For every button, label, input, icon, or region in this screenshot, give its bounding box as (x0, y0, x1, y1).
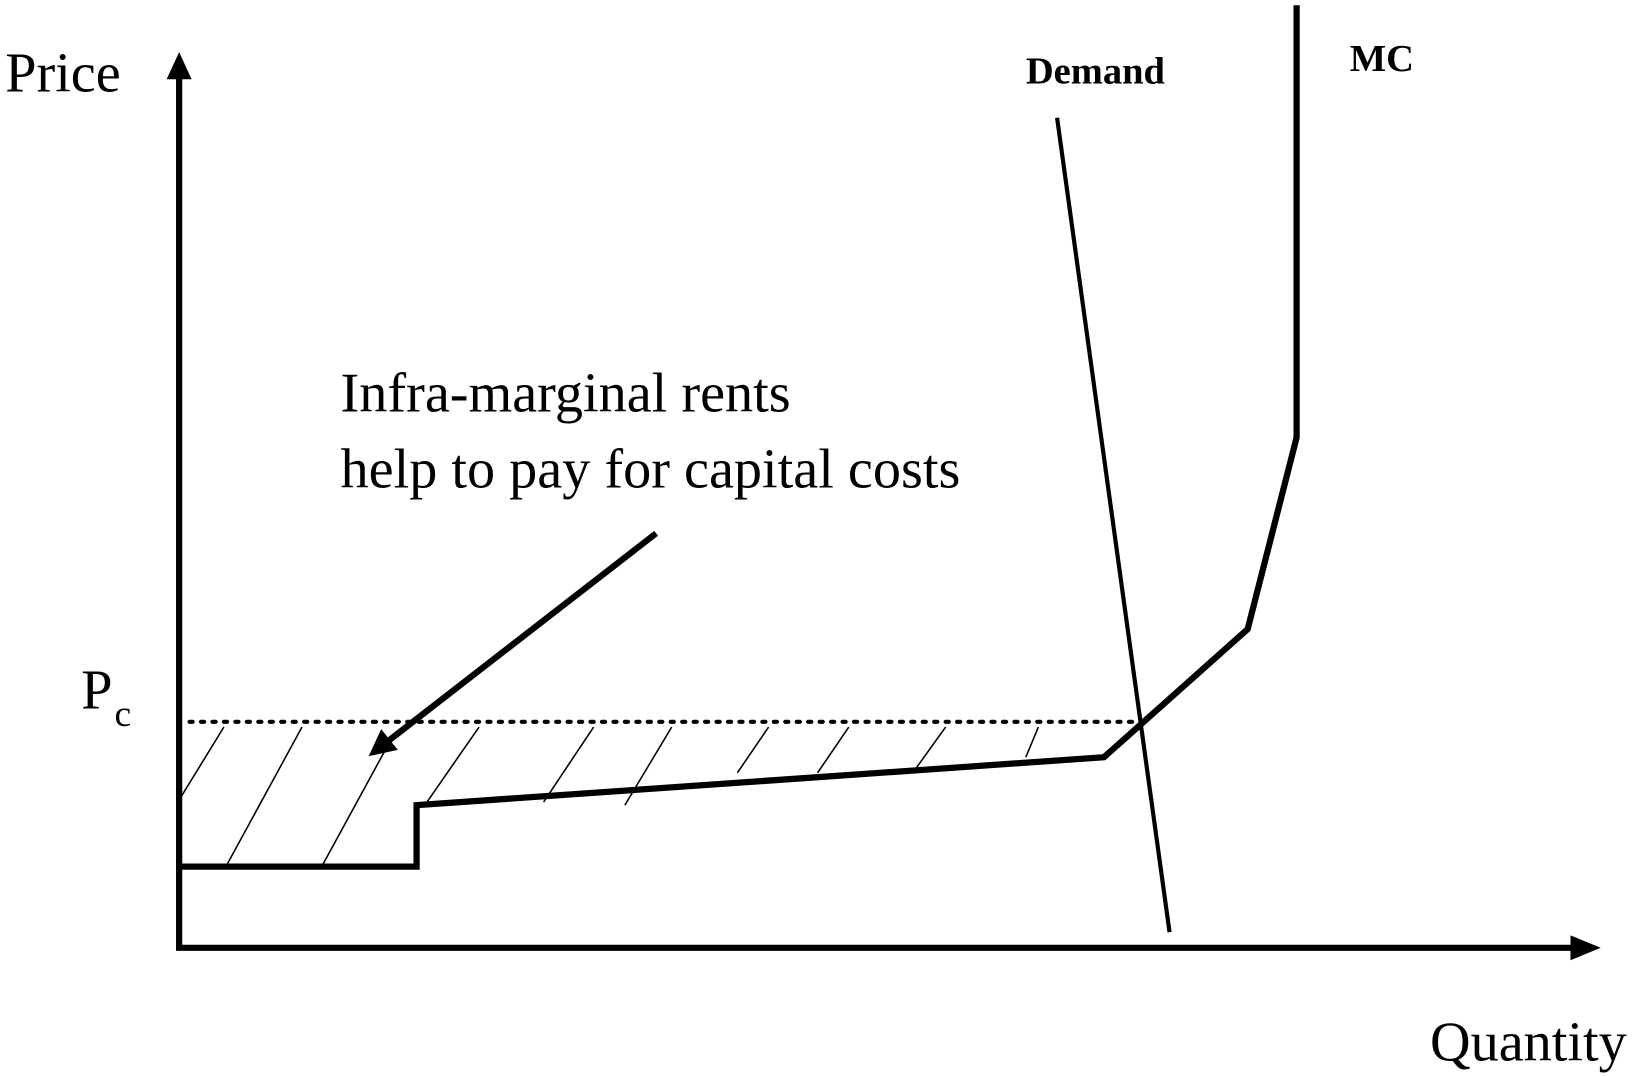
mc-label: MC (1350, 38, 1414, 80)
annotation-line: help to pay for capital costs (341, 438, 961, 500)
price-level-subscript: c (115, 694, 132, 735)
annotation-arrowhead (368, 729, 398, 757)
price-level-label: P (81, 659, 112, 721)
annotation-line: Infra-marginal rents (341, 362, 791, 424)
y-axis-label: Price (5, 43, 121, 105)
x-axis-label: Quantity (1430, 1011, 1627, 1073)
y-axis-arrow (166, 52, 192, 80)
demand-curve (1055, 117, 1172, 933)
mc-curve (179, 5, 1300, 870)
hatching (178, 726, 1040, 865)
annotation-arrow (385, 530, 659, 745)
x-axis-arrow (1570, 935, 1601, 961)
demand-label: Demand (1026, 50, 1165, 92)
